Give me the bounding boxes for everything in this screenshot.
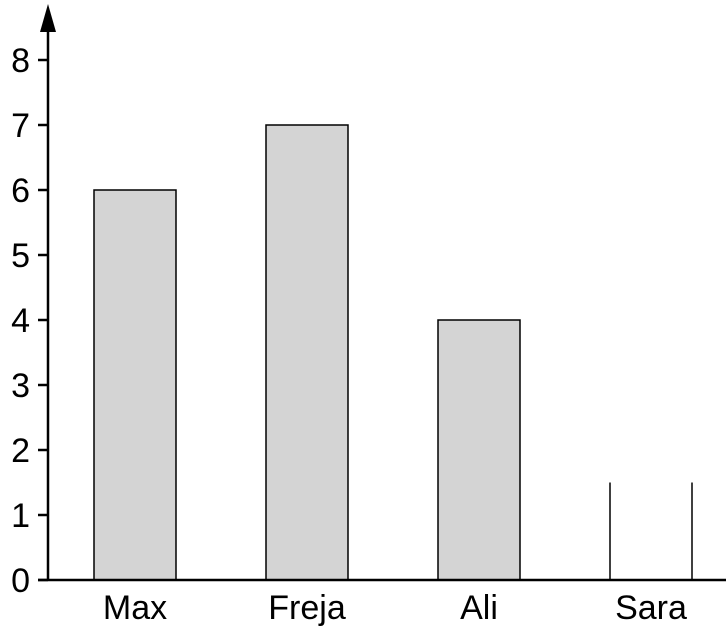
x-axis-labels: Max Freja Ali Sara xyxy=(103,589,687,627)
y-tick-label-8: 8 xyxy=(11,42,30,80)
x-tick-label-freja: Freja xyxy=(268,589,346,627)
y-tick-label-7: 7 xyxy=(11,107,30,145)
y-tick-label-1: 1 xyxy=(11,497,30,535)
x-tick-label-ali: Ali xyxy=(460,589,498,627)
y-tick-label-5: 5 xyxy=(11,237,30,275)
y-tick-label-3: 3 xyxy=(11,367,30,405)
y-tick-label-2: 2 xyxy=(11,432,30,470)
y-tick-label-6: 6 xyxy=(11,172,30,210)
y-tick-label-0: 0 xyxy=(11,562,30,600)
bars-group xyxy=(93,124,693,581)
bar-max xyxy=(93,189,177,581)
y-axis-arrow-icon xyxy=(40,4,56,32)
y-tick-label-4: 4 xyxy=(11,302,30,340)
x-tick-label-max: Max xyxy=(103,589,167,627)
bar-ali xyxy=(437,319,521,581)
bar-freja xyxy=(265,124,349,581)
x-tick-label-sara: Sara xyxy=(615,589,687,627)
y-axis-ticks: 0 1 2 3 4 5 6 7 8 xyxy=(11,42,48,600)
